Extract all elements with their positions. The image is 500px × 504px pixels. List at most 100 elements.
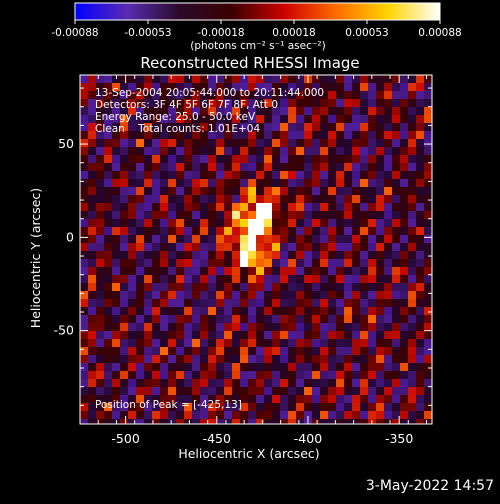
heatmap-cell: [272, 411, 281, 420]
heatmap-cell: [224, 211, 233, 220]
heatmap-cell: [200, 179, 209, 188]
heatmap-cell: [320, 403, 329, 412]
heatmap-cell: [136, 355, 145, 364]
heatmap-cell: [344, 235, 353, 244]
heatmap-cell: [248, 403, 257, 412]
heatmap-cell: [408, 371, 417, 380]
heatmap-cell: [280, 155, 289, 164]
heatmap-cell: [352, 259, 361, 268]
heatmap-cell: [272, 235, 281, 244]
heatmap-cell: [104, 99, 113, 108]
heatmap-cell: [368, 323, 377, 332]
heatmap-cell: [176, 171, 185, 180]
heatmap-cell: [392, 131, 401, 140]
heatmap-cell: [128, 299, 137, 308]
heatmap-cell: [360, 307, 369, 316]
heatmap-cell: [408, 91, 417, 100]
heatmap-cell: [232, 83, 241, 92]
heatmap-cell: [160, 99, 169, 108]
heatmap-cell: [416, 75, 425, 84]
heatmap-cell: [232, 379, 241, 388]
heatmap-cell: [312, 291, 321, 300]
heatmap-cell: [128, 131, 137, 140]
heatmap-cell: [376, 315, 385, 324]
heatmap-cell: [136, 331, 145, 340]
heatmap-cell: [360, 419, 369, 424]
heatmap-cell: [128, 395, 137, 404]
heatmap-cell: [120, 115, 129, 124]
heatmap-cell: [136, 211, 145, 220]
heatmap-cell: [88, 339, 97, 348]
heatmap-cell: [112, 115, 121, 124]
heatmap-cell: [168, 283, 177, 292]
heatmap-cell: [240, 291, 249, 300]
heatmap-cell: [352, 347, 361, 356]
heatmap-cell: [104, 331, 113, 340]
heatmap-cell: [296, 115, 305, 124]
heatmap-cell: [368, 379, 377, 388]
heatmap-cell: [400, 147, 409, 156]
heatmap-cell: [96, 91, 105, 100]
heatmap-cell: [304, 347, 313, 356]
heatmap-cell: [280, 131, 289, 140]
heatmap-cell: [208, 419, 217, 424]
heatmap-cell: [400, 211, 409, 220]
heatmap-cell: [424, 123, 432, 132]
heatmap-cell: [208, 371, 217, 380]
heatmap-cell: [320, 163, 329, 172]
heatmap-cell: [176, 355, 185, 364]
heatmap-cell: [400, 283, 409, 292]
heatmap-cell: [152, 235, 161, 244]
heatmap-cell: [400, 323, 409, 332]
heatmap-cell: [392, 155, 401, 164]
heatmap-cell: [200, 387, 209, 396]
heatmap-cell: [360, 275, 369, 284]
heatmap-cell: [272, 275, 281, 284]
heatmap-cell: [304, 211, 313, 220]
heatmap-cell: [192, 283, 201, 292]
heatmap-cell: [296, 107, 305, 116]
heatmap-cell: [424, 395, 432, 404]
heatmap-cell: [128, 363, 137, 372]
heatmap-cell: [208, 139, 217, 148]
heatmap-cell: [312, 355, 321, 364]
heatmap-cell: [96, 315, 105, 324]
heatmap-cell: [104, 219, 113, 228]
heatmap-cell: [232, 163, 241, 172]
heatmap-cell: [248, 131, 257, 140]
heatmap-cell: [320, 203, 329, 212]
heatmap-cell: [144, 123, 153, 132]
heatmap-cell: [80, 307, 89, 316]
heatmap-cell: [80, 131, 89, 140]
heatmap-cell: [160, 235, 169, 244]
heatmap-cell: [136, 179, 145, 188]
heatmap-cell: [128, 251, 137, 260]
heatmap-cell: [200, 323, 209, 332]
heatmap-cell: [120, 363, 129, 372]
heatmap-cell: [160, 315, 169, 324]
heatmap-cell: [312, 99, 321, 108]
heatmap-cell: [304, 203, 313, 212]
heatmap-cell: [320, 299, 329, 308]
heatmap-cell: [264, 283, 273, 292]
heatmap-cell: [128, 187, 137, 196]
heatmap-cell: [360, 227, 369, 236]
heatmap-cell: [400, 347, 409, 356]
heatmap-cell: [240, 387, 249, 396]
heatmap-cell: [304, 403, 313, 412]
heatmap-cell: [168, 115, 177, 124]
heatmap-cell: [96, 323, 105, 332]
heatmap-cell: [80, 355, 89, 364]
heatmap-cell: [176, 107, 185, 116]
heatmap-cell: [272, 131, 281, 140]
heatmap-cell: [280, 227, 289, 236]
heatmap-cell: [344, 75, 353, 84]
heatmap-cell: [192, 155, 201, 164]
heatmap-cell: [240, 219, 249, 228]
heatmap-cell: [176, 395, 185, 404]
heatmap-cell: [320, 123, 329, 132]
heatmap-cell: [296, 147, 305, 156]
heatmap-cell: [240, 139, 249, 148]
heatmap-cell: [280, 235, 289, 244]
heatmap-cell: [296, 83, 305, 92]
